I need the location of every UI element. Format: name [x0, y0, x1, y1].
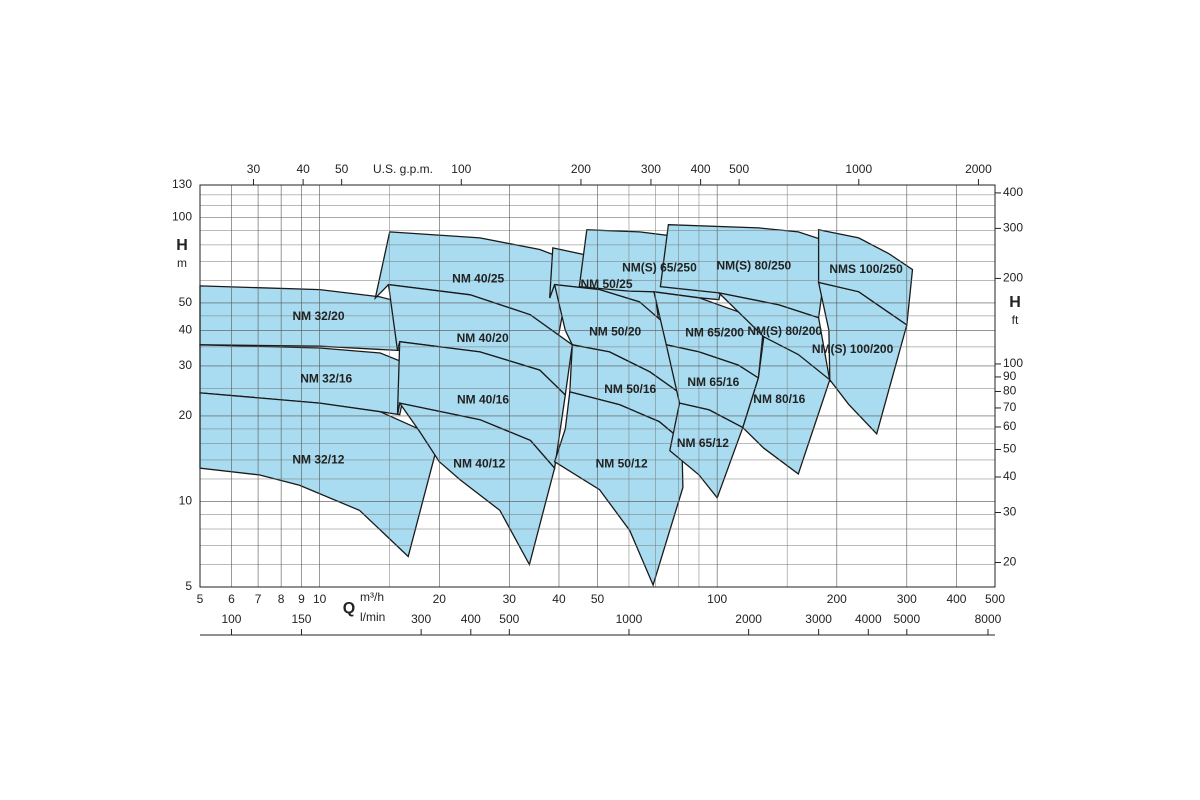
x-tick-label: 9: [298, 592, 305, 606]
top-tick-label: 200: [571, 162, 591, 176]
x-tick-label: 50: [591, 592, 605, 606]
y2-tick-label: 80: [1003, 384, 1017, 398]
y-tick-label: 10: [179, 494, 193, 508]
region-label: NM 50/20: [589, 325, 641, 339]
y-unit: m: [177, 256, 187, 270]
region-label: NM(S) 65/250: [622, 261, 697, 275]
y2-tick-label: 60: [1003, 419, 1017, 433]
y-label: H: [176, 237, 188, 254]
region-label: NM 50/12: [596, 456, 648, 470]
x-tick-label: 5: [197, 592, 204, 606]
y-tick-label: 30: [179, 358, 193, 372]
y2-tick-label: 90: [1003, 369, 1017, 383]
pump-region: [742, 335, 831, 475]
region-label: NM 50/16: [604, 382, 656, 396]
y2-tick-label: 30: [1003, 505, 1017, 519]
region-label: NM 40/12: [453, 457, 505, 471]
y-tick-label: 5: [185, 579, 192, 593]
region-label: NM 40/20: [457, 331, 509, 345]
y2-tick-label: 100: [1003, 356, 1023, 370]
region-label: NM(S) 80/250: [717, 258, 792, 272]
region-label: NM(S) 80/200: [747, 324, 822, 338]
pump-region: [817, 281, 908, 436]
y2-tick-label: 40: [1003, 469, 1017, 483]
low-tick-label: 400: [461, 612, 481, 626]
region-label: NM 65/16: [687, 375, 739, 389]
low-unit: l/min: [360, 610, 385, 624]
region-label: NMS 100/250: [829, 262, 903, 276]
x-tick-label: 30: [503, 592, 517, 606]
x-tick-label: 100: [707, 592, 727, 606]
region-label: NM 65/12: [677, 436, 729, 450]
x-tick-label: 40: [552, 592, 566, 606]
low-tick-label: 150: [291, 612, 311, 626]
region-label: NM 40/16: [457, 393, 509, 407]
top-tick-label: 30: [247, 162, 261, 176]
y-tick-label: 50: [179, 295, 193, 309]
top-tick-label: 2000: [965, 162, 992, 176]
x-unit: m³/h: [360, 590, 384, 604]
x-label: Q: [343, 600, 355, 617]
y-tick-label: 20: [179, 408, 193, 422]
top-tick-label: 50: [335, 162, 349, 176]
low-tick-label: 1000: [616, 612, 643, 626]
region-label: NM 65/200: [685, 325, 744, 339]
x-tick-label: 20: [433, 592, 447, 606]
low-tick-label: 4000: [855, 612, 882, 626]
y-tick-label: 130: [172, 177, 192, 191]
y2-tick-label: 300: [1003, 221, 1023, 235]
top-unit: U.S. g.p.m.: [373, 162, 433, 176]
low-tick-label: 500: [499, 612, 519, 626]
x-tick-label: 300: [897, 592, 917, 606]
low-tick-label: 8000: [975, 612, 1002, 626]
top-tick-label: 100: [451, 162, 471, 176]
x-tick-label: 8: [278, 592, 285, 606]
y2-unit: ft: [1012, 313, 1019, 327]
y2-tick-label: 20: [1003, 555, 1017, 569]
low-tick-label: 100: [221, 612, 241, 626]
top-tick-label: 500: [729, 162, 749, 176]
x-tick-label: 200: [827, 592, 847, 606]
y2-tick-label: 400: [1003, 185, 1023, 199]
x-tick-label: 500: [985, 592, 1005, 606]
y-tick-label: 100: [172, 210, 192, 224]
low-tick-label: 300: [411, 612, 431, 626]
region-label: NM 80/16: [753, 392, 805, 406]
y2-tick-label: 50: [1003, 442, 1017, 456]
region-label: NM 50/25: [581, 277, 633, 291]
region-label: NM 40/25: [452, 271, 504, 285]
y2-tick-label: 200: [1003, 271, 1023, 285]
x-tick-label: 6: [228, 592, 235, 606]
region-label: NM 32/20: [292, 309, 344, 323]
low-tick-label: 5000: [893, 612, 920, 626]
low-tick-label: 3000: [805, 612, 832, 626]
top-tick-label: 1000: [845, 162, 872, 176]
y-tick-label: 40: [179, 323, 193, 337]
top-tick-label: 300: [641, 162, 661, 176]
x-tick-label: 10: [313, 592, 327, 606]
region-label: NM 32/12: [292, 452, 344, 466]
top-tick-label: 400: [691, 162, 711, 176]
y2-tick-label: 70: [1003, 400, 1017, 414]
region-label: NM(S) 100/200: [812, 342, 894, 356]
y2-label: H: [1009, 294, 1021, 311]
plot-frame: [199, 184, 996, 588]
low-tick-label: 2000: [735, 612, 762, 626]
top-tick-label: 40: [296, 162, 310, 176]
x-tick-label: 7: [255, 592, 262, 606]
x-tick-label: 400: [946, 592, 966, 606]
region-label: NM 32/16: [300, 371, 352, 385]
